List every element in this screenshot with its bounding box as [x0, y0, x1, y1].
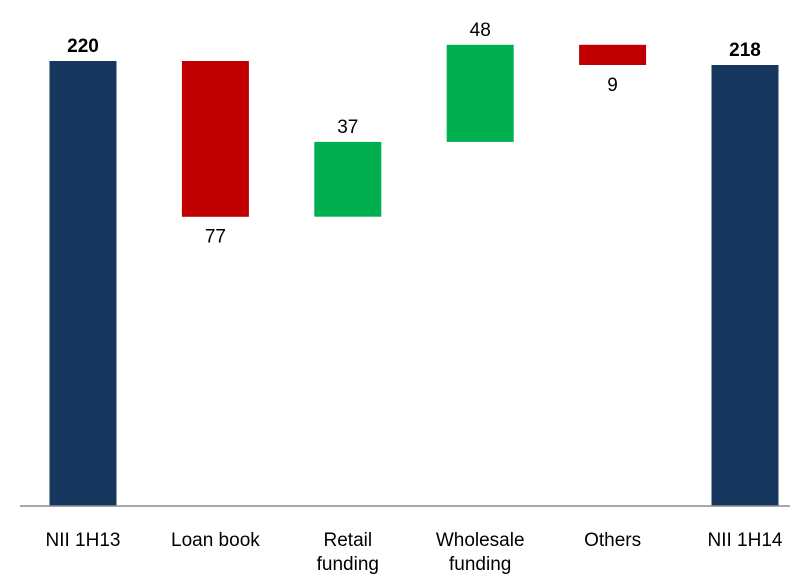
bar-1 — [181, 61, 249, 217]
category-label-1: Loan book — [171, 530, 260, 551]
category-label-line: Loan book — [171, 530, 260, 551]
category-label-line: NII 1H13 — [46, 530, 121, 551]
category-label-line: Others — [584, 530, 641, 551]
category-label-line: funding — [317, 554, 379, 575]
bar-4 — [579, 44, 647, 65]
category-label-3: Wholesale funding — [436, 530, 525, 575]
value-label-2: 37 — [337, 117, 358, 138]
value-label-4: 9 — [607, 75, 618, 96]
category-label-5: NII 1H14 — [708, 530, 783, 551]
category-label-2: Retail funding — [317, 530, 379, 575]
category-label-line: funding — [449, 554, 511, 575]
labels-layer: 220 NII 1H13 77 Loan book 37 Retail funding 48 W… — [46, 20, 783, 575]
value-label-1: 77 — [205, 227, 226, 248]
category-label-line: Retail — [324, 530, 373, 551]
value-label-3: 48 — [470, 20, 491, 41]
value-label-0: 220 — [67, 36, 99, 57]
bar-5 — [711, 65, 779, 506]
category-label-line: Wholesale — [436, 530, 525, 551]
category-label-0: NII 1H13 — [46, 530, 121, 551]
category-label-line: NII 1H14 — [708, 530, 783, 551]
value-label-5: 218 — [729, 40, 761, 61]
bar-0 — [49, 61, 117, 506]
bar-2 — [314, 141, 382, 217]
bar-3 — [446, 44, 514, 142]
category-label-4: Others — [584, 530, 641, 551]
bars-layer — [49, 44, 779, 506]
